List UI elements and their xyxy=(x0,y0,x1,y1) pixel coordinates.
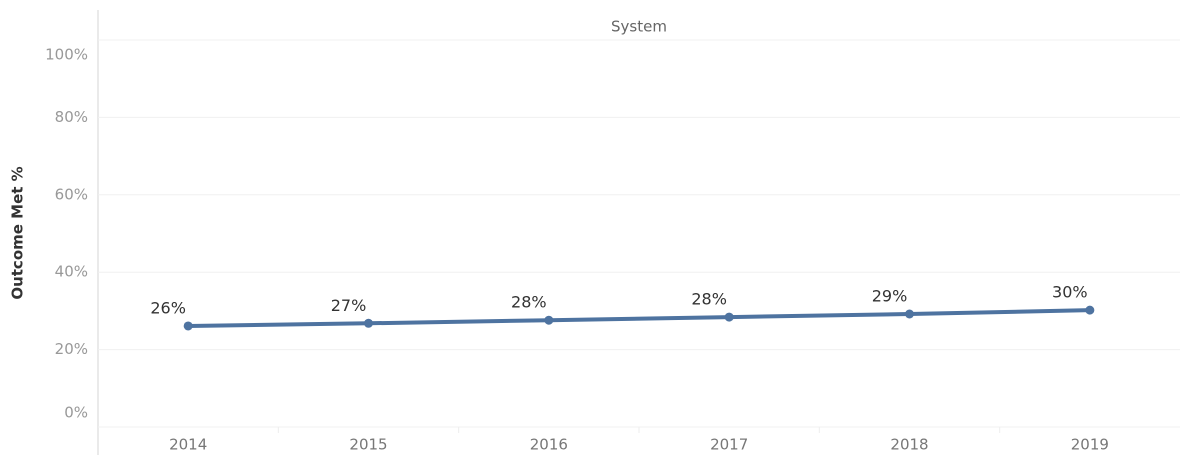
x-tick-label: 2015 xyxy=(349,436,387,454)
x-tick-label: 2016 xyxy=(530,436,568,454)
data-label: 27% xyxy=(331,296,367,315)
data-label: 26% xyxy=(150,298,186,317)
point xyxy=(1085,305,1095,315)
point xyxy=(183,321,193,331)
data-label: 28% xyxy=(691,290,727,309)
point xyxy=(724,312,734,322)
x-tick-label: 2017 xyxy=(710,436,748,454)
line xyxy=(186,308,1092,328)
y-tick-label: 60% xyxy=(55,185,88,203)
point xyxy=(364,318,373,328)
point xyxy=(905,309,914,319)
y-tick-label: 100% xyxy=(45,46,88,64)
y-tick-label: 40% xyxy=(55,263,88,281)
chart-title: System xyxy=(611,18,667,36)
data-label: 28% xyxy=(511,293,547,312)
data-label: 29% xyxy=(872,286,908,305)
x-tick-label: 2014 xyxy=(169,436,207,454)
y-tick-label: 0% xyxy=(64,404,88,422)
y-axis-label: Outcome Met % xyxy=(9,166,27,299)
x-tick-label: 2019 xyxy=(1071,436,1109,454)
point xyxy=(544,315,554,325)
data-label: 30% xyxy=(1052,283,1088,302)
x-tick-label: 2018 xyxy=(890,436,928,454)
y-tick-label: 80% xyxy=(55,108,88,126)
y-tick-label: 20% xyxy=(55,340,88,358)
